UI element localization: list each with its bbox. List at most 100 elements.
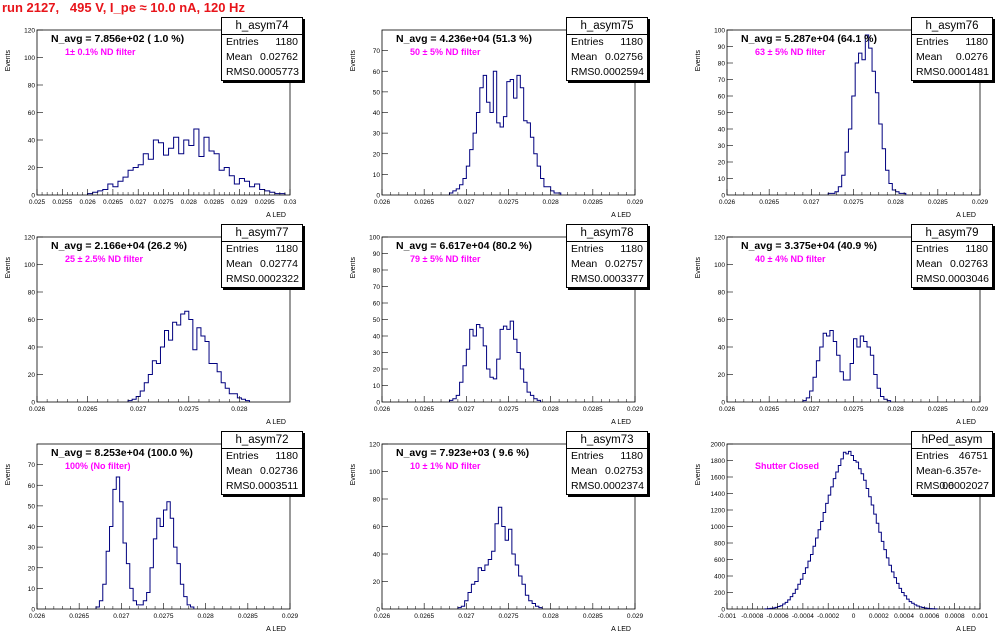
x-tick-label: 0.001 xyxy=(972,613,989,620)
x-tick-label: 0.028 xyxy=(543,613,560,620)
y-tick-label: 30 xyxy=(28,545,36,552)
y-tick-label: 1800 xyxy=(711,458,726,465)
stats-key: RMS xyxy=(916,273,940,285)
stats-value: -6.357e-06 xyxy=(942,465,982,492)
stats-value: 0.0002027 xyxy=(939,480,989,492)
histogram-line xyxy=(127,310,251,402)
stats-box: h_asym77 Entries 1180 Mean 0.02774 RMS 0.00023… xyxy=(221,224,303,288)
y-axis-label: Events xyxy=(695,464,702,486)
x-tick-label: 0.029 xyxy=(282,613,299,620)
y-axis-label: Events xyxy=(695,257,702,279)
stats-value: 1180 xyxy=(275,450,298,462)
y-tick-label: 1600 xyxy=(711,475,726,482)
y-tick-label: 60 xyxy=(373,69,381,76)
stats-key: Entries xyxy=(226,450,259,462)
y-tick-label: 50 xyxy=(28,503,36,510)
y-tick-label: 60 xyxy=(28,110,36,117)
x-tick-label: 0.026 xyxy=(719,199,736,206)
stats-row: Mean 0.02753 xyxy=(567,464,647,479)
stats-key: RMS xyxy=(226,480,250,492)
y-tick-label: 20 xyxy=(373,151,381,158)
histogram-panel-h_asym76: 0.026 0.0265 0.027 0.0275 0.028 0.0285 0.029 10… xyxy=(690,14,996,221)
y-tick-label: 100 xyxy=(24,55,35,62)
stats-value: 1180 xyxy=(965,36,988,48)
stats-key: Mean xyxy=(226,465,253,477)
stats-value: 0.02774 xyxy=(260,258,298,270)
y-axis-label: Events xyxy=(350,464,357,486)
y-tick-label: 120 xyxy=(24,235,35,242)
stats-key: RMS xyxy=(916,66,940,78)
x-tick-label: 0.029 xyxy=(627,406,644,413)
stats-value: 0.02762 xyxy=(260,51,298,63)
y-tick-label: 120 xyxy=(24,28,35,35)
stats-row: RMS 0.0003377 xyxy=(567,272,647,287)
y-axis-label: Events xyxy=(5,50,12,72)
stats-box: h_asym79 Entries 1180 Mean 0.02763 RMS 0.00030… xyxy=(911,224,993,288)
y-tick-label: 40 xyxy=(28,345,36,352)
y-tick-label: 0 xyxy=(31,400,35,407)
histogram-line xyxy=(457,506,543,609)
y-tick-label: 80 xyxy=(718,61,726,68)
stats-key: Mean xyxy=(226,258,253,270)
histogram-name: hPed_asym xyxy=(912,432,992,449)
x-tick-label: -0.0006 xyxy=(767,613,789,620)
histogram-svg: 0.026 0.0265 0.027 0.0275 0.028 0.0285 0.029 10… xyxy=(5,443,299,633)
y-tick-label: 30 xyxy=(373,131,381,138)
y-tick-label: 20 xyxy=(373,579,381,586)
histogram-name: h_asym78 xyxy=(567,225,647,242)
x-tick-label: 0.0275 xyxy=(499,613,519,620)
stats-key: Entries xyxy=(571,450,604,462)
y-tick-label: 40 xyxy=(28,138,36,145)
x-tick-label: 0.0265 xyxy=(78,406,98,413)
y-tick-label: 40 xyxy=(373,552,381,559)
run-title: run 2127, 495 V, I_pe ≈ 10.0 nA, 120 Hz xyxy=(2,0,245,15)
x-tick-label: 0.0285 xyxy=(583,613,603,620)
stats-key: Entries xyxy=(916,243,949,255)
y-tick-label: 120 xyxy=(714,235,725,242)
x-tick-label: 0.029 xyxy=(231,199,248,206)
x-tick-label: 0.0275 xyxy=(179,406,199,413)
stats-value: 46751 xyxy=(958,450,988,462)
histogram-line xyxy=(448,320,542,402)
stats-row: Entries 1180 xyxy=(222,449,302,464)
histogram-svg: 0.025 0.0255 0.026 0.0265 0.027 0.0275 0.028 0.… xyxy=(5,28,297,220)
stats-key: Entries xyxy=(226,36,259,48)
y-tick-label: 60 xyxy=(28,483,36,490)
y-tick-label: 90 xyxy=(373,251,381,258)
x-tick-label: 0.0275 xyxy=(844,406,864,413)
x-tick-label: 0.028 xyxy=(543,199,560,206)
stats-key: Entries xyxy=(226,243,259,255)
stats-key: RMS xyxy=(916,480,940,492)
x-tick-label: 0.0285 xyxy=(928,199,948,206)
histogram-panel-hPed_asym: -0.001 -0.0008 -0.0006 -0.0004 -0.0002 0 0.000… xyxy=(690,428,996,635)
y-tick-label: 60 xyxy=(28,317,36,324)
x-tick-label: 0.0265 xyxy=(759,406,779,413)
y-tick-label: 0 xyxy=(376,607,380,614)
histogram-line xyxy=(827,34,907,195)
navg-label: N_avg = 6.617e+04 (80.2 %) xyxy=(396,240,532,252)
x-tick-label: 0.0285 xyxy=(928,406,948,413)
stats-row: Mean 0.02736 xyxy=(222,464,302,479)
navg-label: N_avg = 2.166e+04 (26.2 %) xyxy=(51,240,187,252)
x-tick-label: 0.0006 xyxy=(919,613,939,620)
histogram-name: h_asym72 xyxy=(222,432,302,449)
stats-value: 0.0001481 xyxy=(939,66,989,78)
y-tick-label: 50 xyxy=(373,317,381,324)
stats-value: 0.02757 xyxy=(605,258,643,270)
y-tick-label: 0 xyxy=(721,607,725,614)
x-tick-label: 0.025 xyxy=(29,199,46,206)
navg-label: N_avg = 5.287e+04 (64.1 %) xyxy=(741,33,877,45)
stats-box: h_asym72 Entries 1180 Mean 0.02736 RMS 0.00035… xyxy=(221,431,303,495)
filter-label: 25 ± 2.5% ND filter xyxy=(65,254,143,264)
x-tick-label: 0.0285 xyxy=(204,199,224,206)
stats-row: RMS 0.0005773 xyxy=(222,65,302,80)
x-axis-label: A LED xyxy=(956,419,976,426)
histogram-line xyxy=(764,450,938,610)
y-tick-label: 120 xyxy=(369,442,380,449)
histogram-name: h_asym74 xyxy=(222,18,302,35)
stats-box: h_asym78 Entries 1180 Mean 0.02757 RMS 0.00033… xyxy=(566,224,648,288)
x-tick-label: 0.0285 xyxy=(583,199,603,206)
histogram-panel-h_asym73: 0.026 0.0265 0.027 0.0275 0.028 0.0285 0.029 20… xyxy=(345,428,677,635)
x-axis-label: A LED xyxy=(266,212,286,219)
y-tick-label: 600 xyxy=(714,557,725,564)
